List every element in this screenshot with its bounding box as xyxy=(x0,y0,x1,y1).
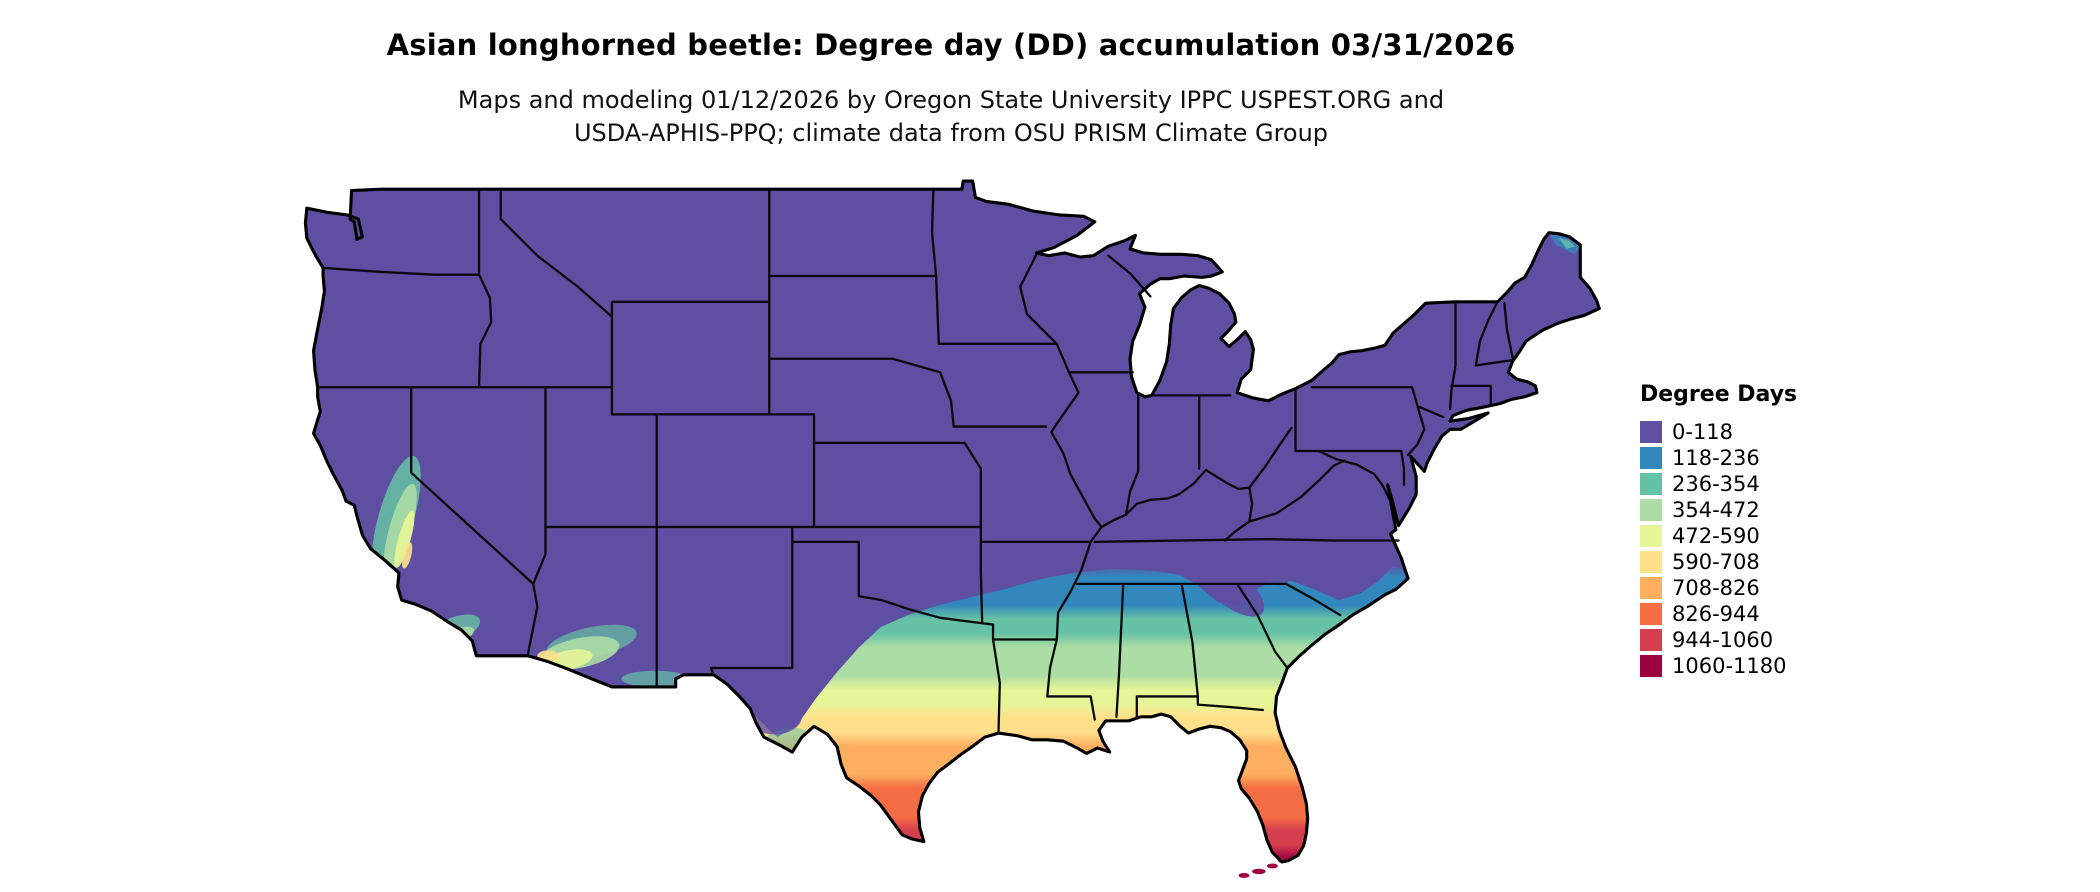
appalachian-cool-overlay xyxy=(1196,559,1265,617)
legend-swatch xyxy=(1640,499,1662,521)
legend-swatch xyxy=(1640,577,1662,599)
map-subtitle-line2: USDA-APHIS-PPQ; climate data from OSU PR… xyxy=(573,119,1329,147)
legend-title: Degree Days xyxy=(1640,382,1798,407)
florida-keys xyxy=(1252,868,1266,875)
legend-item: 472-590 xyxy=(1640,524,1797,548)
legend-item: 0-118 xyxy=(1640,420,1797,444)
florida-keys xyxy=(1267,863,1278,869)
legend-swatch xyxy=(1640,629,1662,651)
legend-swatch xyxy=(1640,421,1662,443)
legend-label: 1060-1180 xyxy=(1672,654,1787,678)
legend-label: 826-944 xyxy=(1672,602,1760,626)
legend-swatch xyxy=(1640,447,1662,469)
california-valley-overlay xyxy=(394,510,415,568)
legend-swatch xyxy=(1640,551,1662,573)
legend-label: 472-590 xyxy=(1672,524,1760,548)
map-subtitle: Maps and modeling 01/12/2026 by Oregon S… xyxy=(0,84,1902,150)
legend-item: 590-708 xyxy=(1640,550,1797,574)
california-valley-overlay xyxy=(383,483,417,573)
header: Asian longhorned beetle: Degree day (DD)… xyxy=(0,28,1902,150)
legend-item: 826-944 xyxy=(1640,602,1797,626)
california-valley-overlay xyxy=(402,542,413,569)
legend-label: 944-1060 xyxy=(1672,628,1774,652)
state-borders xyxy=(316,188,1514,735)
legend-item: 354-472 xyxy=(1640,498,1797,522)
legend-swatch xyxy=(1640,525,1662,547)
florida-keys xyxy=(1238,873,1250,878)
legend-swatch xyxy=(1640,655,1662,677)
legend: Degree Days 0-118 118-236 236-354 354-472 47… xyxy=(1640,382,1797,681)
us-degree-day-map xyxy=(300,178,1602,884)
legend-swatch xyxy=(1640,603,1662,625)
legend-label: 708-826 xyxy=(1672,576,1760,600)
appalachian-cool-overlay xyxy=(1242,546,1289,586)
legend-item: 944-1060 xyxy=(1640,628,1797,652)
legend-label: 236-354 xyxy=(1672,472,1760,496)
west-texas-cool-overlay xyxy=(747,699,802,735)
legend-label: 590-708 xyxy=(1672,550,1760,574)
legend-item: 1060-1180 xyxy=(1640,654,1797,678)
north-maine-patch xyxy=(1558,238,1575,249)
new-mexico-overlay xyxy=(621,670,690,687)
legend-label: 0-118 xyxy=(1672,420,1734,444)
legend-label: 118-236 xyxy=(1672,446,1760,470)
legend-swatch xyxy=(1640,473,1662,495)
legend-item: 236-354 xyxy=(1640,472,1797,496)
map-subtitle-line1: Maps and modeling 01/12/2026 by Oregon S… xyxy=(457,86,1445,114)
legend-items: 0-118 118-236 236-354 354-472 472-590 590-708… xyxy=(1640,420,1797,678)
legend-item: 708-826 xyxy=(1640,576,1797,600)
legend-label: 354-472 xyxy=(1672,498,1760,522)
legend-item: 118-236 xyxy=(1640,446,1797,470)
map-title: Asian longhorned beetle: Degree day (DD)… xyxy=(386,28,1516,62)
us-map-svg xyxy=(303,179,1601,878)
